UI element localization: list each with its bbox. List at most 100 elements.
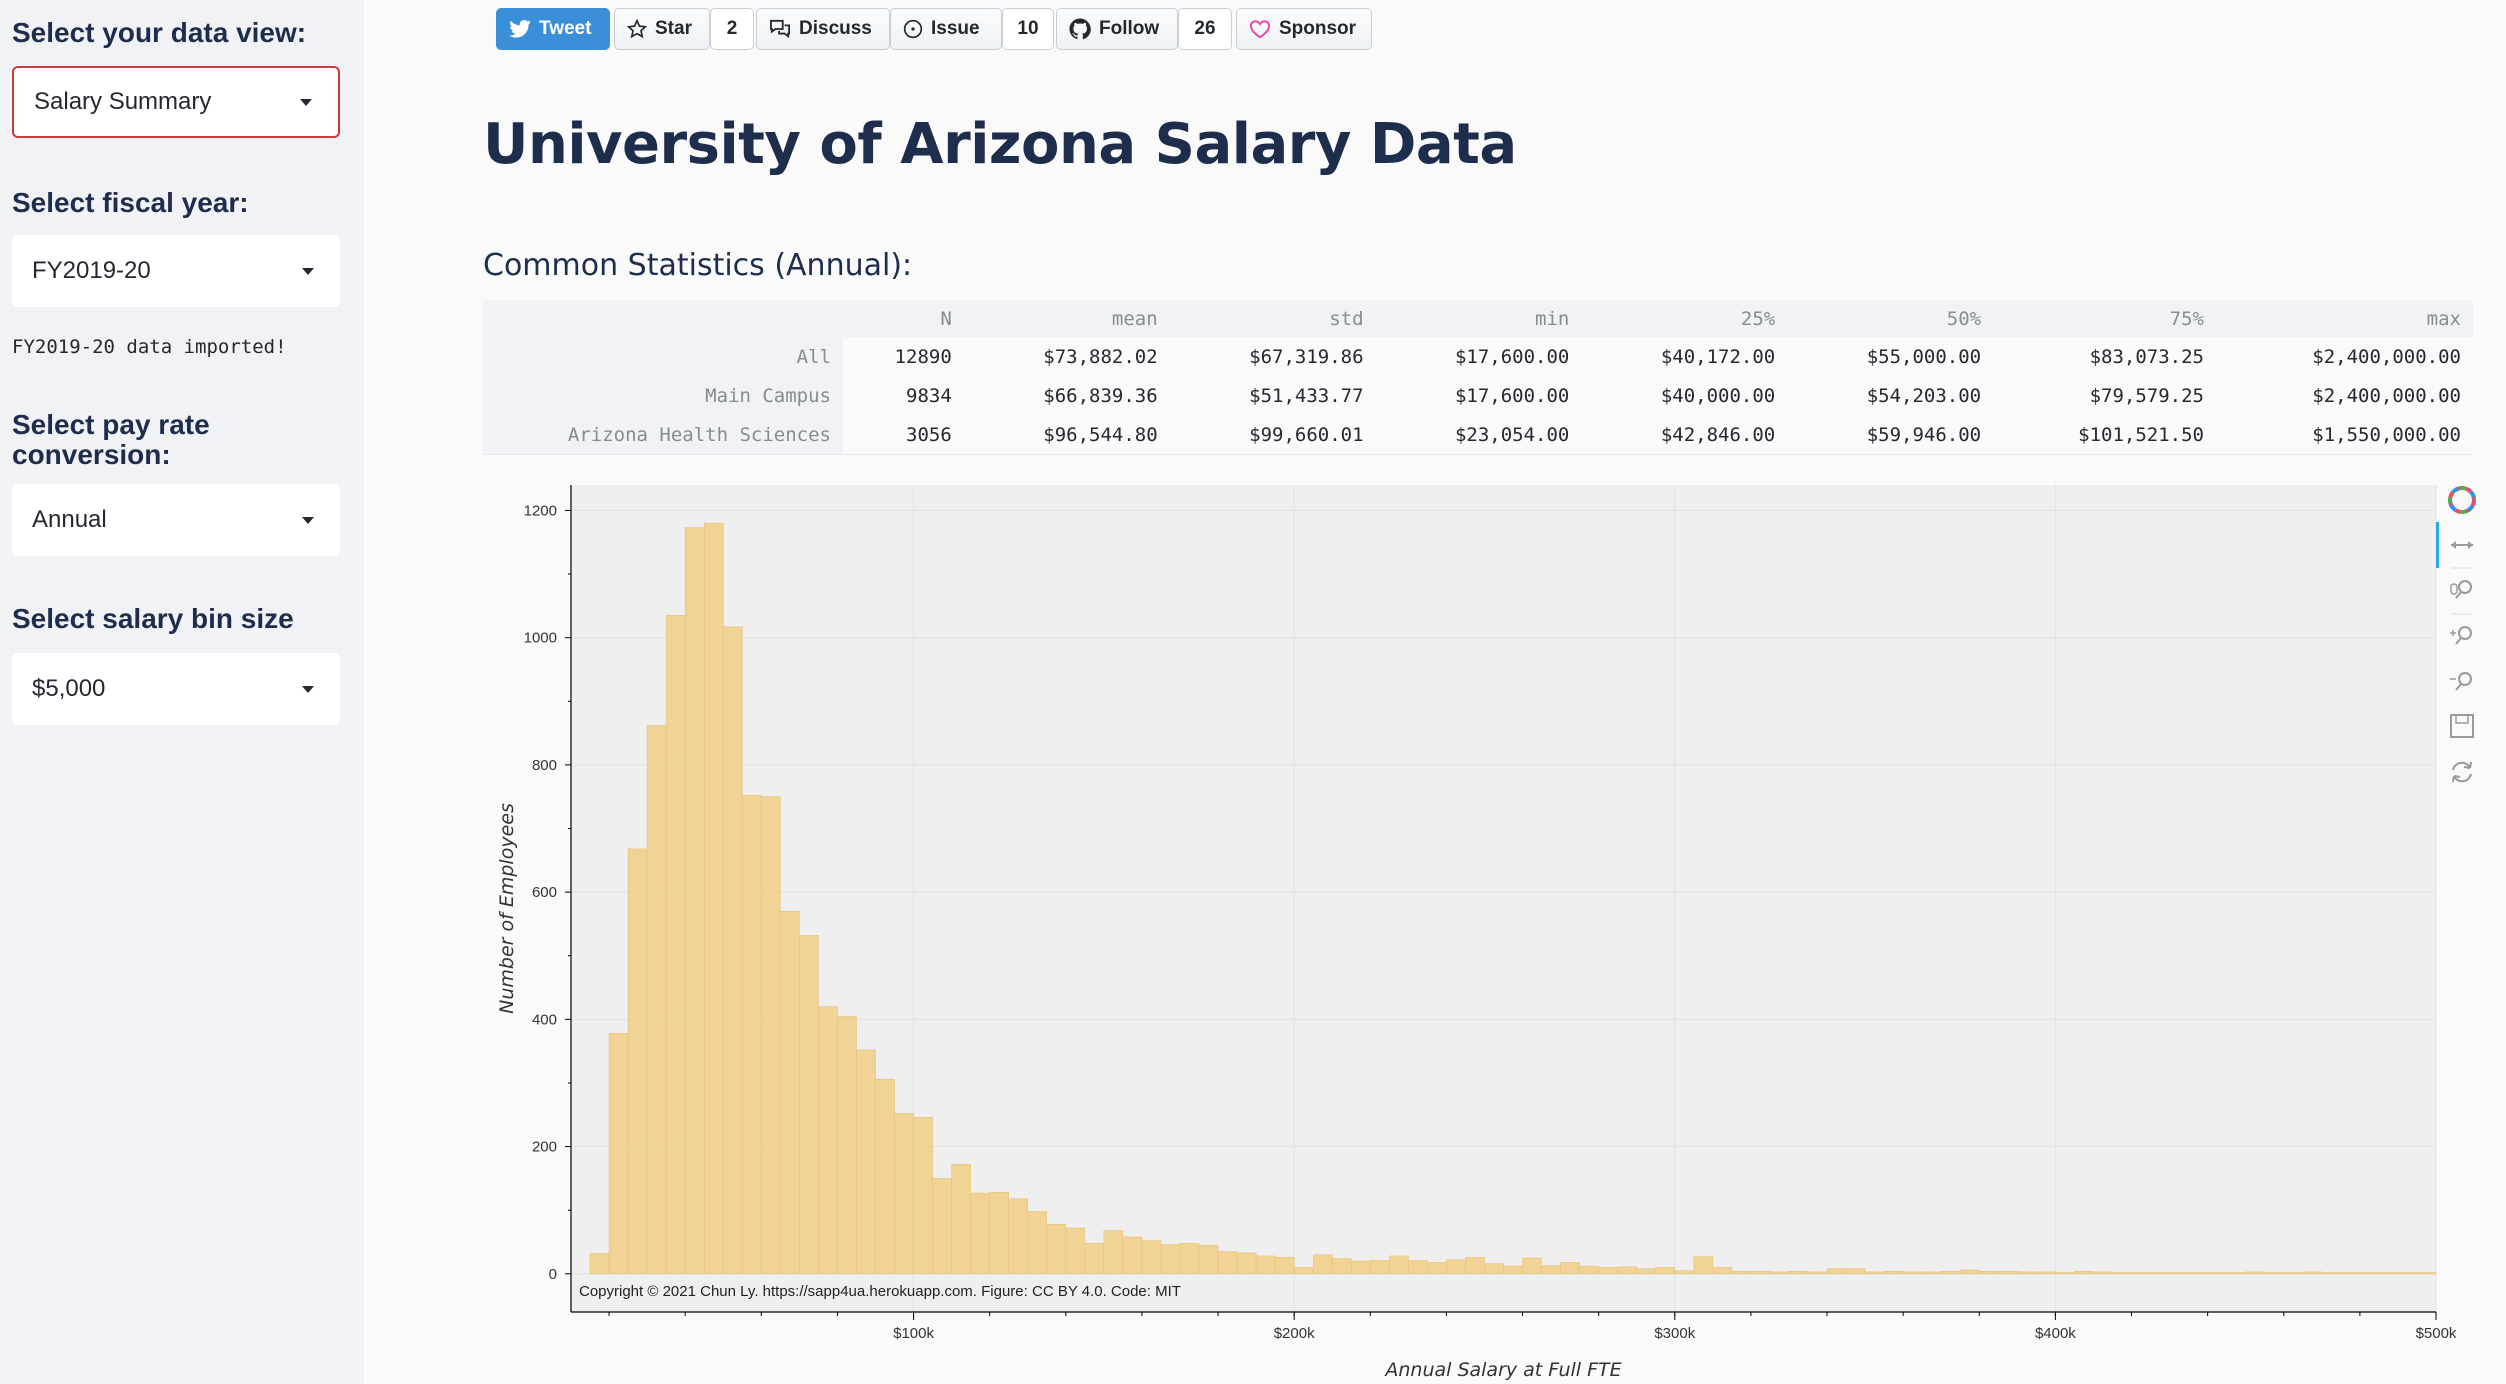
histogram-bar [1122,1236,1143,1275]
histogram-bar [1712,1267,1733,1275]
follow-label: Follow [1099,18,1160,39]
bokeh-logo-icon[interactable] [2448,486,2476,514]
histogram-bar [818,1006,838,1275]
follow-button[interactable]: Follow [1056,8,1178,50]
save-icon[interactable] [2450,714,2474,738]
histogram-bar [1997,1270,2018,1275]
histogram-bar [1940,1270,1961,1275]
histogram-bar [875,1078,895,1275]
col-header: std [1169,300,1376,338]
histogram-bar [703,522,724,1275]
histogram-bar [1788,1270,1809,1275]
star-label: Star [655,18,692,39]
histogram-bar [2378,1272,2399,1275]
axes [565,485,2437,1320]
histogram-bar [989,1192,1010,1275]
row-header: All [483,337,843,377]
table-cell: 3056 [843,415,964,455]
histogram-bar [665,615,686,1275]
histogram-bar [1484,1263,1504,1275]
chevron-down-icon [302,517,314,524]
issue-count[interactable]: 10 [1002,8,1054,50]
histogram-bar [1274,1256,1295,1275]
pan-icon[interactable] [2451,541,2473,549]
fiscal-year-select[interactable]: FY2019-20 [12,235,340,307]
histogram-bar [1636,1268,1657,1275]
histogram-bar [970,1192,990,1275]
x-axis-label: Annual Salary at Full FTE [1383,1359,1621,1380]
table-cell: $67,319.86 [1169,337,1376,377]
histogram-bar [1921,1271,1942,1275]
histogram-bar [1731,1270,1752,1275]
sponsor-button[interactable]: Sponsor [1236,8,1372,50]
histogram-bar [1217,1251,1238,1275]
table-cell: $17,600.00 [1375,337,1582,377]
row-header: Main Campus [483,376,843,416]
histogram-bar [1769,1271,1790,1275]
y-tick-label: 1200 [524,502,557,519]
col-header: max [2216,300,2473,338]
histogram-bar [2036,1271,2056,1275]
histogram-bar [856,1049,876,1275]
table-cell: $40,172.00 [1581,337,1788,377]
histogram-bar [1046,1223,1067,1275]
histogram-bar [2150,1272,2170,1275]
histogram-bar [1446,1259,1466,1275]
table-row: All 12890 $73,882.02 $67,319.86 $17,600.… [483,337,2473,377]
histogram-bar [2397,1272,2418,1275]
y-tick-label: 600 [532,884,557,901]
col-header: 25% [1581,300,1788,338]
chevron-down-icon [302,268,314,275]
issue-button[interactable]: Issue [890,8,1002,50]
histogram-bar [2055,1272,2075,1275]
table-cell: 12890 [843,337,964,377]
zoom-in-icon[interactable] [2450,626,2472,645]
histogram-bar [1389,1255,1409,1275]
table-cell: $17,600.00 [1375,376,1582,416]
histogram-bar [2207,1272,2227,1275]
y-tick-label: 200 [532,1139,557,1156]
zoom-out-icon[interactable] [2450,672,2472,691]
x-tick-label: $500k [2416,1325,2457,1342]
tick-labels: 0 200 400 600 800 1000 1200 $100k $200k $300k $400… [524,502,2457,1342]
wheel-zoom-icon[interactable] [2450,580,2472,599]
github-icon [1069,18,1091,40]
histogram-bar [1693,1256,1714,1275]
bin-size-select[interactable]: $5,000 [12,653,340,725]
histogram-bar [646,725,667,1275]
histogram-bar [1350,1260,1371,1275]
table-cell: $23,054.00 [1375,415,1582,455]
tweet-button[interactable]: Tweet [496,8,610,50]
histogram-bar [1008,1198,1029,1275]
table-cell: $73,882.02 [963,337,1170,377]
histogram-bar [780,910,800,1275]
pay-rate-select[interactable]: Annual [12,484,340,556]
histogram-bar [1978,1270,1999,1275]
reset-icon[interactable] [2452,761,2472,783]
histogram-bar [1255,1255,1276,1275]
y-tick-label: 400 [532,1011,557,1028]
histogram-bar [913,1117,933,1275]
salary-histogram[interactable]: 0 200 400 600 800 1000 1200 $100k $200k $300k $400… [483,480,2483,1380]
histogram-bar [1427,1262,1447,1275]
fiscal-year-value: FY2019-20 [32,257,151,284]
table-cell: $51,433.77 [1169,376,1376,416]
col-header: 75% [1993,300,2216,338]
x-tick-label: $300k [1654,1325,1695,1342]
follow-count[interactable]: 26 [1178,8,1232,50]
table-cell: $54,203.00 [1787,376,1994,416]
discuss-button[interactable]: Discuss [756,8,890,50]
histogram-bar [1807,1271,1828,1275]
histogram-bar [1408,1260,1428,1275]
histogram-bar [2074,1270,2094,1275]
histogram-bar [1674,1270,1695,1275]
histogram-bar [627,848,648,1275]
col-header: mean [963,300,1170,338]
histogram-bar [2112,1272,2132,1275]
table-cell: $101,521.50 [1993,415,2216,455]
star-button[interactable]: Star [614,8,710,50]
section-title: Common Statistics (Annual): [483,248,913,283]
data-view-select[interactable]: Salary Summary [12,66,340,138]
star-count[interactable]: 2 [710,8,754,50]
pay-rate-label-line1: Select pay rate [12,409,210,440]
